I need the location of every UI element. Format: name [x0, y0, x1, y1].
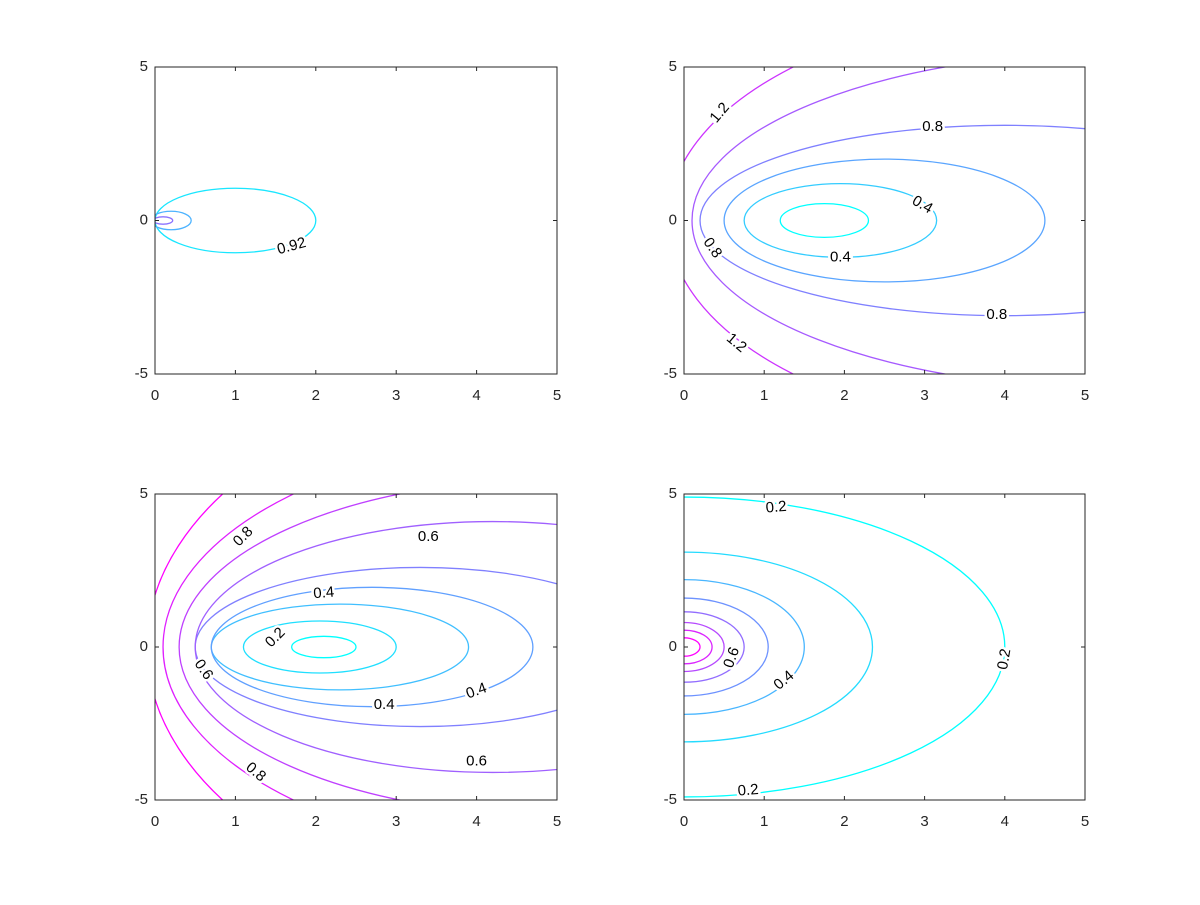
- contour-label: 0.6: [418, 528, 439, 545]
- y-tick-label: 0: [669, 211, 677, 228]
- contour-label: 0.4: [313, 584, 335, 603]
- contour-line: [691, 67, 949, 374]
- contour-label: 0.4: [770, 667, 797, 693]
- x-tick-label: 1: [760, 387, 768, 404]
- contour-line: [684, 67, 795, 374]
- x-tick-label: 3: [920, 813, 928, 830]
- contour-label: 0.4: [830, 248, 851, 265]
- x-tick-label: 2: [840, 813, 848, 830]
- y-tick-label: 0: [669, 638, 677, 655]
- contour-label: 1.2: [706, 99, 732, 126]
- contour-line: [242, 620, 397, 674]
- contour-line: [684, 551, 874, 743]
- contour-line: [210, 603, 470, 691]
- x-tick-label: 2: [840, 387, 848, 404]
- contour-label: 0.2: [737, 781, 759, 800]
- contour-label: 0.8: [986, 306, 1007, 323]
- contour-line: [162, 494, 295, 800]
- contour-line: [210, 586, 534, 708]
- x-tick-label: 3: [392, 813, 400, 830]
- contour-line: [291, 635, 357, 659]
- contour-label: 0.6: [466, 753, 487, 770]
- x-tick-label: 5: [553, 387, 561, 404]
- x-tick-label: 0: [151, 813, 159, 830]
- x-tick-label: 3: [920, 387, 928, 404]
- y-tick-label: 0: [140, 638, 148, 655]
- contour-line: [684, 579, 805, 715]
- x-tick-label: 3: [392, 387, 400, 404]
- axes-box: [154, 66, 558, 375]
- contour-label: 0.4: [374, 696, 395, 713]
- contour-label: 0.4: [464, 679, 489, 702]
- x-tick-label: 4: [1001, 387, 1009, 404]
- contour-line: [684, 621, 725, 673]
- y-tick-label: 0: [140, 211, 148, 228]
- contour-line: [684, 611, 745, 683]
- contour-line: [743, 183, 938, 258]
- contour-line: [194, 566, 557, 728]
- x-tick-label: 1: [760, 813, 768, 830]
- x-tick-label: 0: [151, 387, 159, 404]
- y-tick-label: -5: [664, 365, 677, 382]
- y-tick-label: -5: [135, 791, 148, 808]
- contour-line: [178, 494, 403, 800]
- plot-area: [684, 67, 1085, 374]
- contour-line: [723, 158, 1046, 283]
- x-tick-label: 2: [312, 387, 320, 404]
- plot-area: [684, 496, 1006, 798]
- contour-label: 0.8: [700, 234, 726, 261]
- contour-line: [684, 597, 769, 697]
- contour-label: 0.92: [275, 234, 308, 258]
- y-tick-label: 5: [140, 485, 148, 502]
- x-tick-label: 4: [472, 813, 480, 830]
- y-tick-label: -5: [135, 365, 148, 382]
- y-tick-label: 5: [669, 485, 677, 502]
- x-tick-label: 2: [312, 813, 320, 830]
- contour-label: 0.2: [994, 647, 1014, 670]
- contour-label: 1.2: [723, 330, 750, 356]
- x-tick-label: 5: [1081, 387, 1089, 404]
- contour-line: [155, 210, 192, 231]
- contour-line: [155, 187, 317, 254]
- contour-line: [684, 496, 1006, 798]
- y-tick-label: -5: [664, 791, 677, 808]
- contour-line: [684, 629, 713, 665]
- contour-line: [684, 637, 701, 657]
- plot-area: [155, 494, 557, 800]
- y-tick-label: 5: [140, 58, 148, 75]
- contour-line: [699, 124, 1085, 317]
- x-tick-label: 1: [231, 813, 239, 830]
- x-tick-label: 5: [553, 813, 561, 830]
- contour-line: [155, 216, 174, 225]
- contour-label: 0.8: [242, 759, 269, 785]
- x-tick-label: 0: [680, 387, 688, 404]
- contour-line: [194, 520, 557, 774]
- x-tick-label: 1: [231, 387, 239, 404]
- contour-line: [779, 202, 870, 239]
- x-tick-label: 0: [680, 813, 688, 830]
- contour-label: 0.6: [191, 656, 217, 683]
- x-tick-label: 5: [1081, 813, 1089, 830]
- y-tick-label: 5: [669, 58, 677, 75]
- x-tick-label: 4: [1001, 813, 1009, 830]
- contour-label: 0.8: [922, 118, 943, 135]
- x-tick-label: 4: [472, 387, 480, 404]
- plot-area: [155, 187, 317, 254]
- contour-label: 0.8: [230, 523, 257, 550]
- contour-label: 0.2: [765, 498, 787, 517]
